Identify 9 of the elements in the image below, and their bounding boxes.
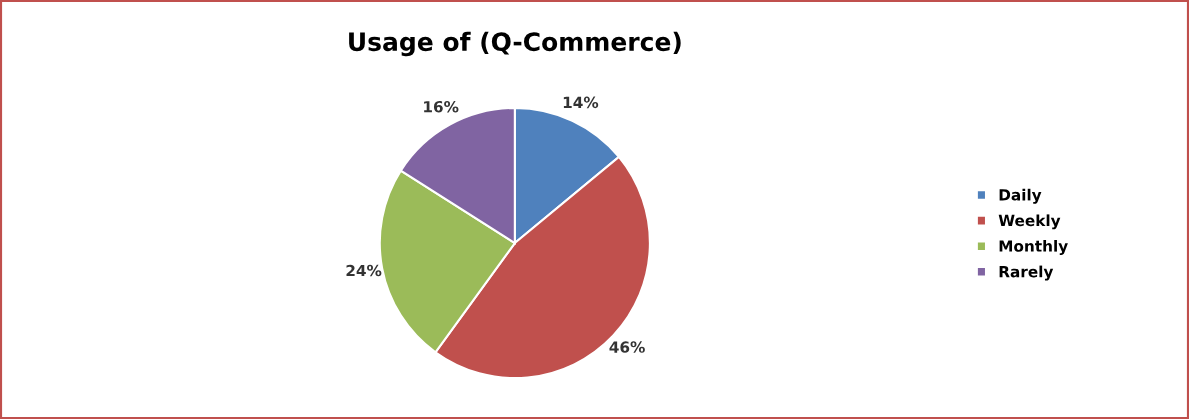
legend-label: Monthly xyxy=(999,239,1068,255)
data-label: 24% xyxy=(346,264,382,277)
legend-label: Rarely xyxy=(999,265,1054,281)
legend-label: Weekly xyxy=(998,214,1061,230)
data-label: 14% xyxy=(563,96,599,109)
data-label: 16% xyxy=(424,100,459,113)
data-label: 46% xyxy=(609,341,645,353)
legend-label: Daily xyxy=(999,188,1042,204)
chart-title: Usage of (Q-Commerce) xyxy=(349,31,681,57)
